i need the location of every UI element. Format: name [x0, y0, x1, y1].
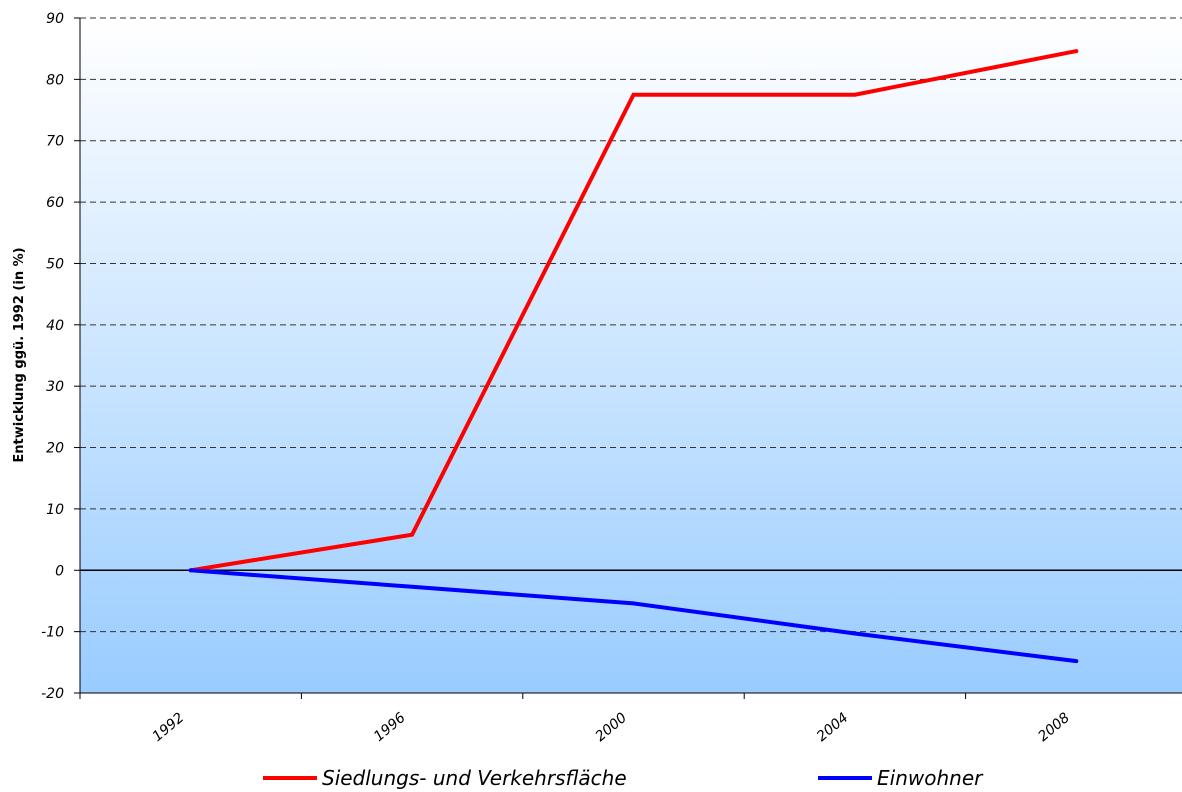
grid-lines: [80, 17, 1182, 633]
series-line-siedlungsflaeche: [188, 49, 1079, 573]
x-tick-label: 2000: [592, 710, 630, 745]
x-tick-label: 1992: [150, 710, 188, 745]
y-tick-label: -20: [41, 686, 64, 702]
y-tick-label: 70: [46, 134, 64, 150]
y-axis-title: Entwicklung ggü. 1992 (in %): [12, 247, 27, 462]
legend-label: Siedlungs- und Verkehrsfläche: [322, 766, 627, 790]
legend: Siedlungs- und Verkehrsfläche Einwohner: [263, 766, 984, 790]
y-axis-ticks: 90 80 70 60 50 40 30 20 10 0 -10 -20: [41, 11, 80, 702]
x-axis-ticks: 1992 1996 2000 2004 2008: [79, 693, 1073, 745]
series-line-einwohner: [188, 568, 1079, 664]
x-tick-label: 2008: [1035, 710, 1073, 745]
y-tick-label: 90: [46, 11, 64, 27]
y-tick-label: 30: [46, 379, 64, 395]
series-lines: [188, 49, 1079, 664]
x-tick-label: 2004: [814, 710, 852, 745]
axes: [79, 18, 1182, 694]
plot-area: [80, 18, 1182, 693]
y-tick-label: 0: [55, 563, 64, 579]
y-tick-label: 80: [46, 72, 64, 88]
y-tick-label: 60: [46, 195, 64, 211]
y-tick-label: -10: [41, 625, 64, 641]
y-tick-label: 40: [46, 318, 64, 334]
legend-label: Einwohner: [877, 766, 984, 790]
y-tick-label: 20: [46, 441, 64, 457]
y-tick-label: 50: [46, 256, 64, 272]
x-tick-label: 1996: [371, 710, 409, 745]
y-tick-label: 10: [46, 502, 64, 518]
